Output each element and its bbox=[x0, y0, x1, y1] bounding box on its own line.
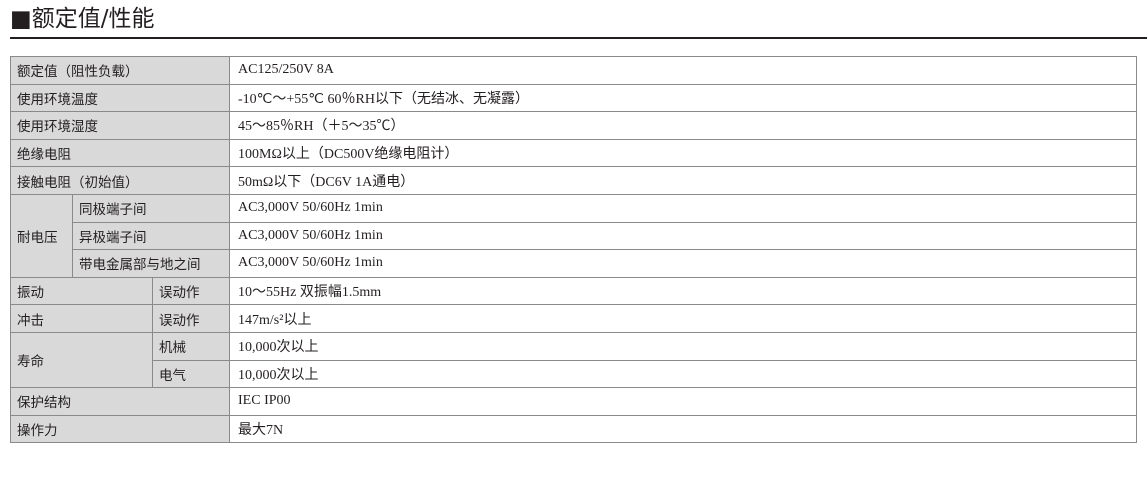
section-title: ■额定值/性能 bbox=[10, 6, 155, 32]
group-label: 寿命 bbox=[10, 331, 153, 389]
row-value: 147m/s²以上 bbox=[229, 304, 1137, 333]
row-label: 同极端子间 bbox=[71, 193, 231, 223]
title-divider bbox=[10, 37, 1147, 39]
row-label: 误动作 bbox=[151, 276, 231, 306]
table-row: 额定值（阻性负载） AC125/250V 8A bbox=[9, 56, 1137, 85]
row-label: 接触电阻（初始值） bbox=[9, 166, 231, 195]
row-value: 最大7N bbox=[229, 414, 1137, 444]
row-value: AC3,000V 50/60Hz 1min bbox=[229, 193, 1137, 223]
row-label: 误动作 bbox=[151, 304, 231, 333]
row-label: 带电金属部与地之间 bbox=[71, 249, 231, 278]
row-value: IEC IP00 bbox=[229, 387, 1137, 416]
table-row: 冲击 误动作 147m/s²以上 bbox=[10, 304, 1137, 333]
row-value: 45～85％RH（＋5～35℃） bbox=[229, 111, 1137, 140]
table-row: 电气 10,000次以上 bbox=[11, 359, 1137, 389]
row-label: 保护结构 bbox=[9, 387, 231, 416]
row-value: AC125/250V 8A bbox=[229, 56, 1137, 85]
table-row: 绝缘电阻 100MΩ以上（DC500V绝缘电阻计） bbox=[9, 138, 1137, 168]
table-row: 操作力 最大7N bbox=[9, 414, 1137, 444]
group-label: 冲击 bbox=[10, 304, 153, 333]
row-label: 异极端子间 bbox=[71, 221, 231, 251]
table-row: 带电金属部与地之间 AC3,000V 50/60Hz 1min bbox=[11, 249, 1137, 278]
row-value: 10,000次以上 bbox=[229, 331, 1137, 361]
row-label: 使用环境温度 bbox=[9, 83, 231, 113]
table-row: 振动 误动作 10～55Hz 双振幅1.5mm bbox=[10, 276, 1137, 306]
table-row: 使用环境温度 -10℃～+55℃ 60％RH以下（无结冰、无凝露） bbox=[9, 83, 1137, 113]
row-value: AC3,000V 50/60Hz 1min bbox=[229, 221, 1137, 251]
row-label: 绝缘电阻 bbox=[9, 138, 231, 168]
group-label: 耐电压 bbox=[10, 193, 73, 278]
row-label: 额定值（阻性负载） bbox=[9, 56, 231, 85]
row-value: AC3,000V 50/60Hz 1min bbox=[229, 249, 1137, 278]
table-row: 使用环境湿度 45～85％RH（＋5～35℃） bbox=[9, 111, 1137, 140]
row-label: 使用环境湿度 bbox=[9, 111, 231, 140]
row-label: 电气 bbox=[151, 359, 231, 389]
group-label: 振动 bbox=[10, 276, 153, 306]
table-row: 耐电压 同极端子间 AC3,000V 50/60Hz 1min bbox=[10, 193, 1137, 278]
table-row: 寿命 机械 10,000次以上 bbox=[10, 331, 1137, 389]
specs-table: 额定值（阻性负载） AC125/250V 8A 使用环境温度 -10℃～+55℃ 6… bbox=[9, 56, 1137, 444]
row-label: 机械 bbox=[151, 331, 231, 361]
row-value: 50mΩ以下（DC6V 1A通电） bbox=[229, 166, 1137, 195]
table-row: 异极端子间 AC3,000V 50/60Hz 1min bbox=[11, 221, 1137, 251]
row-value: 10～55Hz 双振幅1.5mm bbox=[229, 276, 1137, 306]
row-value: 100MΩ以上（DC500V绝缘电阻计） bbox=[229, 138, 1137, 168]
row-value: -10℃～+55℃ 60％RH以下（无结冰、无凝露） bbox=[229, 83, 1137, 113]
table-row: 保护结构 IEC IP00 bbox=[9, 387, 1137, 416]
row-value: 10,000次以上 bbox=[229, 359, 1137, 389]
table-row: 接触电阻（初始值） 50mΩ以下（DC6V 1A通电） bbox=[9, 166, 1137, 195]
row-label: 操作力 bbox=[9, 414, 231, 444]
